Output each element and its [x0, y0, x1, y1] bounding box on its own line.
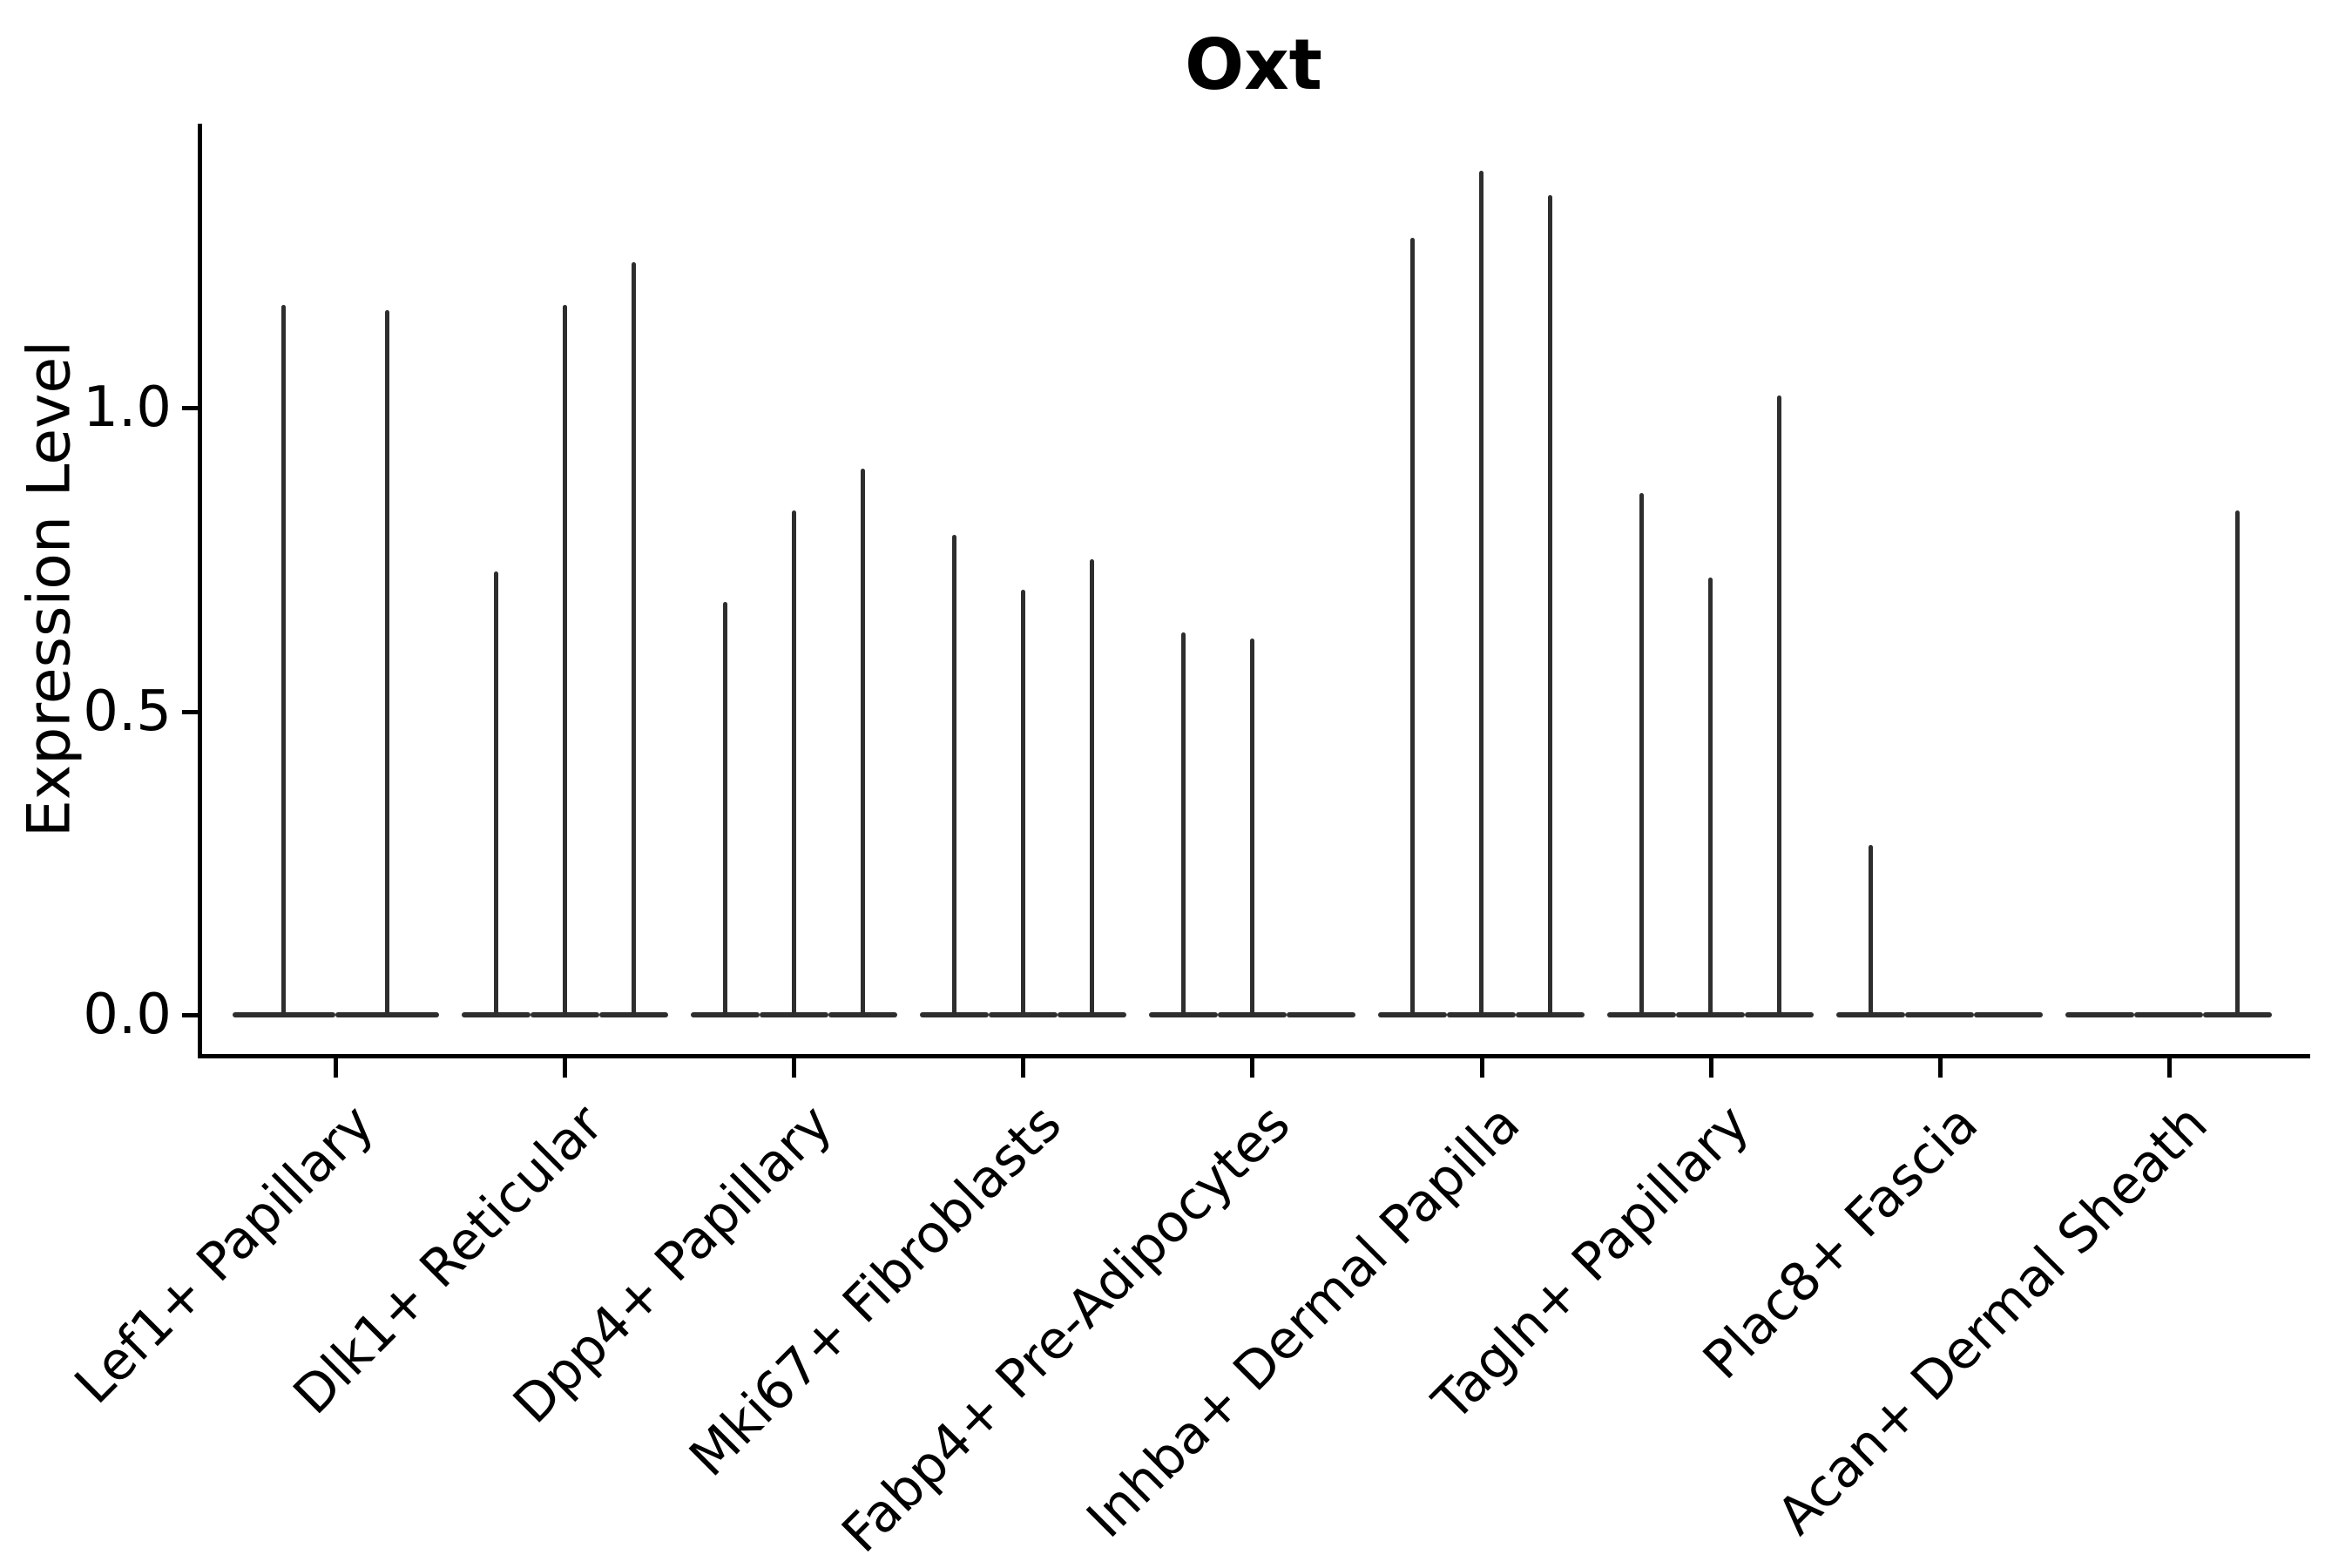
violin-spike	[951, 535, 956, 1015]
violin-spike	[281, 304, 287, 1015]
violin-spike	[1180, 632, 1186, 1015]
violin-baseline	[759, 1012, 828, 1017]
violin-spike	[1777, 395, 1782, 1015]
violin-baseline	[1836, 1012, 1906, 1017]
y-tick-mark	[182, 709, 198, 714]
x-tick-mark	[1937, 1058, 1943, 1078]
x-tick-label: Mki67+ Fibroblasts	[678, 1093, 1073, 1489]
violin-spike	[562, 304, 567, 1015]
violin-spike	[722, 602, 727, 1015]
violin-baseline	[690, 1012, 760, 1017]
violin-spike	[1089, 559, 1094, 1015]
violin-spike	[1410, 237, 1415, 1015]
violin-baseline	[988, 1012, 1058, 1017]
violin-spike	[1639, 492, 1645, 1015]
violin-baseline	[919, 1012, 989, 1017]
y-tick-label: 1.0	[83, 375, 172, 440]
violin-baseline	[598, 1012, 668, 1017]
violin-baseline	[1745, 1012, 1815, 1017]
violin-baseline	[1378, 1012, 1447, 1017]
violin-baseline	[232, 1012, 335, 1017]
violin-baseline	[1607, 1012, 1677, 1017]
violin-baseline	[1148, 1012, 1218, 1017]
y-axis-label: Expression Level	[15, 340, 84, 838]
violin-spike	[384, 310, 389, 1015]
x-tick-label: Inhba+ Dermal Papilla	[1075, 1093, 1531, 1550]
x-tick-label: Fabp4+ Pre-Adipocytes	[831, 1093, 1302, 1565]
violin-baseline	[1974, 1012, 2044, 1017]
x-tick-mark	[1021, 1058, 1026, 1078]
violin-baseline	[335, 1012, 439, 1017]
violin-baseline	[530, 1012, 599, 1017]
violin-baseline	[1676, 1012, 1746, 1017]
y-tick-label: 0.5	[83, 679, 172, 744]
violin-spike	[1020, 590, 1025, 1015]
violin-spike	[493, 571, 498, 1015]
x-tick-mark	[334, 1058, 338, 1078]
violin-spike	[631, 261, 636, 1015]
violin-baseline	[1447, 1012, 1516, 1017]
violin-spike	[1708, 578, 1713, 1015]
y-axis-spine	[198, 124, 202, 1058]
violin-spike	[1479, 171, 1484, 1015]
violin-baseline	[1286, 1012, 1355, 1017]
violin-spike	[1249, 638, 1254, 1015]
violin-baseline	[2203, 1012, 2273, 1017]
violin-baseline	[828, 1012, 897, 1017]
violin-spike	[1869, 844, 1874, 1015]
y-tick-mark	[182, 1013, 198, 1017]
x-tick-label: Acan+ Dermal Sheath	[1765, 1093, 2220, 1547]
x-tick-mark	[1250, 1058, 1255, 1078]
violin-spike	[1548, 195, 1552, 1015]
violin-baseline	[1905, 1012, 1975, 1017]
violin-baseline	[1057, 1012, 1126, 1017]
x-tick-mark	[1479, 1058, 1484, 1078]
violin-spike	[860, 468, 865, 1015]
x-axis-spine	[198, 1054, 2310, 1058]
violin-baseline	[2134, 1012, 2204, 1017]
violin-baseline	[2065, 1012, 2135, 1017]
x-tick-mark	[792, 1058, 797, 1078]
violin-baseline	[1516, 1012, 1585, 1017]
chart-title: Oxt	[1185, 24, 1322, 105]
x-tick-mark	[563, 1058, 568, 1078]
violin-spike	[2235, 510, 2240, 1015]
y-tick-mark	[182, 406, 198, 410]
y-tick-label: 0.0	[83, 983, 172, 1047]
violin-spike	[791, 510, 796, 1015]
x-tick-mark	[2166, 1058, 2172, 1078]
x-tick-mark	[1708, 1058, 1713, 1078]
violin-baseline	[1217, 1012, 1287, 1017]
violin-baseline	[461, 1012, 531, 1017]
